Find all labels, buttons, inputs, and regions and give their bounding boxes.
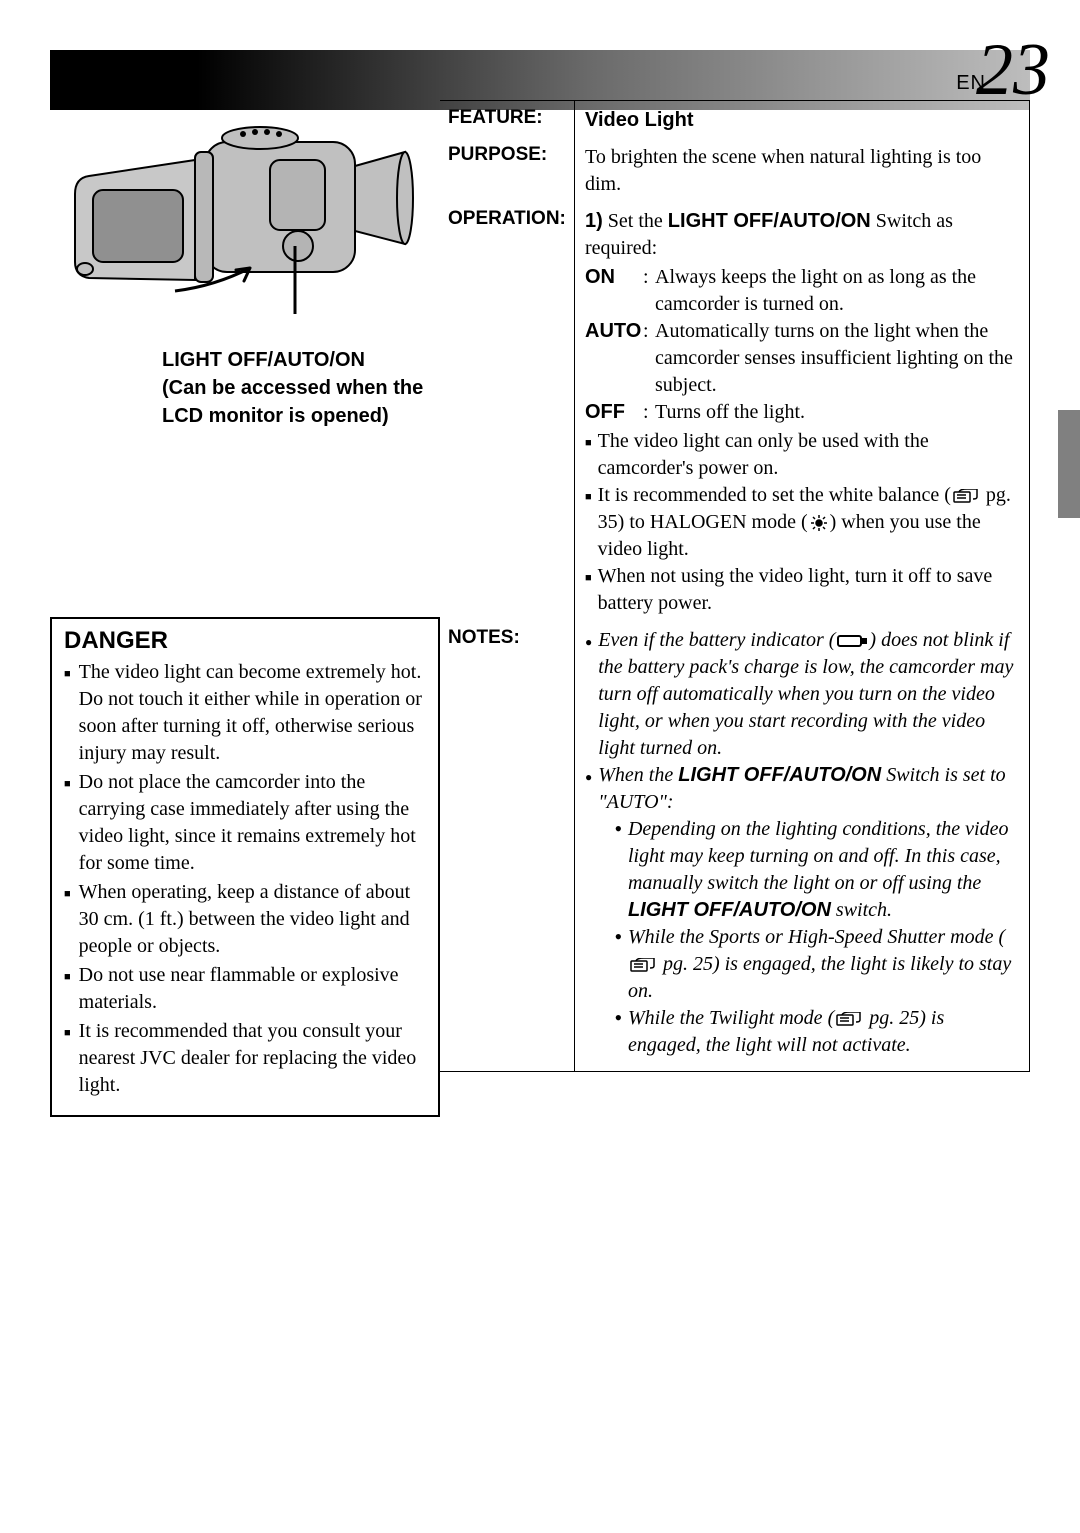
switch-row: OFF : Turns off the light.	[585, 399, 1019, 426]
subnote-text: switch.	[831, 899, 892, 921]
note-bold: LIGHT OFF/AUTO/ON	[678, 764, 881, 786]
notes-subitem: While the Twilight mode ( pg. 25) is eng…	[614, 1005, 1019, 1059]
caption-line: LIGHT OFF/AUTO/ON	[162, 346, 440, 374]
camcorder-diagram	[65, 116, 425, 336]
note-text: When the	[598, 764, 678, 786]
danger-item: When operating, keep a distance of about…	[64, 879, 426, 960]
notes-item: When the LIGHT OFF/AUTO/ON Switch is set…	[585, 762, 1019, 1059]
bullet-text: It is recommended to set the white balan…	[598, 484, 951, 506]
switch-colon: :	[643, 399, 655, 426]
operation-label: OPERATION:	[440, 202, 575, 621]
switch-name: OFF	[585, 399, 643, 426]
switch-colon: :	[643, 264, 655, 291]
notes-item: Even if the battery indicator () does no…	[585, 627, 1019, 762]
feature-label: FEATURE:	[440, 101, 575, 138]
subnote-text: pg. 25) is engaged, the light is likely …	[628, 953, 1011, 1002]
danger-box: DANGER The video light can become extrem…	[50, 617, 440, 1117]
danger-title: DANGER	[64, 627, 426, 655]
caption-line: LCD monitor is opened)	[162, 402, 440, 430]
side-tab	[1058, 410, 1080, 518]
switch-desc: Automatically turns on the light when th…	[655, 318, 1019, 399]
feature-row: FEATURE: Video Light	[440, 101, 1029, 138]
switch-name: ON	[585, 264, 643, 291]
switch-row: AUTO : Automatically turns on the light …	[585, 318, 1019, 399]
notes-content: Even if the battery indicator () does no…	[575, 621, 1029, 1071]
operation-bullet: It is recommended to set the white balan…	[585, 482, 1019, 563]
operation-bullets: The video light can only be used with th…	[585, 428, 1019, 617]
purpose-label: PURPOSE:	[440, 138, 575, 202]
switch-row: ON : Always keeps the light on as long a…	[585, 264, 1019, 318]
halogen-icon	[810, 514, 828, 532]
operation-bullet: The video light can only be used with th…	[585, 428, 1019, 482]
feature-panel: FEATURE: Video Light PURPOSE: To brighte…	[440, 100, 1030, 1072]
purpose-row: PURPOSE: To brighten the scene when natu…	[440, 138, 1029, 202]
step-text: Set the	[603, 210, 668, 232]
notes-list: Even if the battery indicator () does no…	[585, 627, 1019, 1059]
switch-desc: Always keeps the light on as long as the…	[655, 264, 1019, 318]
page-ref-icon	[836, 1012, 862, 1026]
note-text: Even if the battery indicator (	[598, 629, 835, 651]
notes-subitem: Depending on the lighting conditions, th…	[614, 816, 1019, 924]
switch-colon: :	[643, 318, 655, 345]
battery-icon	[837, 634, 867, 648]
feature-value: Video Light	[575, 101, 1029, 138]
operation-content: 1) Set the LIGHT OFF/AUTO/ON Switch as r…	[575, 202, 1029, 621]
subnote-text: While the Twilight mode (	[628, 1007, 834, 1029]
switch-name: AUTO	[585, 318, 643, 345]
step-bold: LIGHT OFF/AUTO/ON	[668, 210, 871, 232]
notes-row: NOTES: Even if the battery indicator () …	[440, 621, 1029, 1071]
subnote-text: Depending on the lighting conditions, th…	[628, 818, 1009, 894]
operation-row: OPERATION: 1) Set the LIGHT OFF/AUTO/ON …	[440, 202, 1029, 621]
danger-list: The video light can become extremely hot…	[64, 659, 426, 1099]
purpose-value: To brighten the scene when natural light…	[575, 138, 1029, 202]
notes-sublist: Depending on the lighting conditions, th…	[598, 816, 1019, 1059]
danger-item: Do not use near flammable or explosive m…	[64, 962, 426, 1016]
danger-item: It is recommended that you consult your …	[64, 1018, 426, 1099]
danger-item: Do not place the camcorder into the carr…	[64, 769, 426, 877]
subnote-bold: LIGHT OFF/AUTO/ON	[628, 899, 831, 921]
page-ref-icon	[630, 958, 656, 972]
step-number: 1)	[585, 210, 603, 232]
diagram-caption: LIGHT OFF/AUTO/ON (Can be accessed when …	[50, 346, 440, 430]
operation-bullet: When not using the video light, turn it …	[585, 563, 1019, 617]
switch-modes: ON : Always keeps the light on as long a…	[585, 264, 1019, 426]
left-column: LIGHT OFF/AUTO/ON (Can be accessed when …	[50, 100, 440, 430]
switch-desc: Turns off the light.	[655, 399, 1019, 426]
danger-item: The video light can become extremely hot…	[64, 659, 426, 767]
notes-subitem: While the Sports or High-Speed Shutter m…	[614, 924, 1019, 1005]
notes-label: NOTES:	[440, 621, 575, 1071]
subnote-text: While the Sports or High-Speed Shutter m…	[628, 926, 1005, 948]
page-ref-icon	[953, 489, 979, 503]
caption-line: (Can be accessed when the	[162, 374, 440, 402]
